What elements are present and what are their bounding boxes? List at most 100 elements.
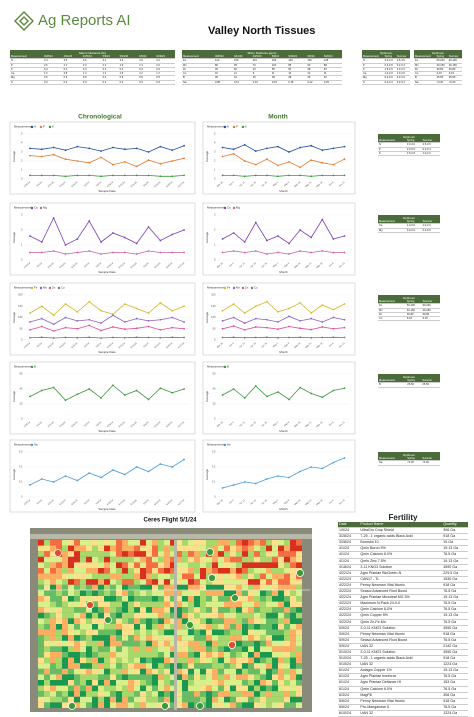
legend-title: Measurement [14,286,31,290]
map-cell [278,669,284,675]
map-cell [134,618,140,624]
map-cell [290,568,296,574]
map-cell [278,574,284,580]
map-cell [134,602,140,608]
map-cell [242,546,248,552]
map-cell [236,691,242,697]
map-cell [98,568,104,574]
map-cell [158,540,164,546]
map-cell [230,607,236,613]
data-point [53,323,55,325]
map-cell [200,691,206,697]
map-cell [50,624,56,630]
map-cell [44,551,50,557]
map-cell [236,579,242,585]
data-point [29,235,31,237]
data-point [222,487,224,489]
map-cell [188,551,194,557]
map-cell [230,540,236,546]
map-cell [290,663,296,669]
map-cell [266,630,272,636]
data-point [136,148,138,150]
map-cell [50,607,56,613]
map-cell [296,585,302,591]
map-cell [122,596,128,602]
map-cell [128,546,134,552]
map-cell [134,691,140,697]
map-cell [164,635,170,641]
map-cell [272,562,278,568]
data-point [41,390,43,392]
data-point [288,175,290,177]
map-cell [158,646,164,652]
map-cell [110,624,116,630]
map-cell [158,674,164,680]
map-cell [44,562,50,568]
y-tick-label: 0.1 [19,480,23,484]
map-cell [44,618,50,624]
map-cell [146,658,152,664]
map-cell [182,686,188,692]
map-cell [212,602,218,608]
map-cell [134,590,140,596]
map-cell [266,669,272,675]
map-cell [140,602,146,608]
cell: <0.20 [448,80,462,84]
map-cell [140,680,146,686]
y-tick-label: 200 [211,293,216,297]
map-cell [92,646,98,652]
map-cell [194,669,200,675]
map-cell [296,630,302,636]
section-title: Month [268,114,288,121]
data-point [53,330,55,332]
cell: <0.20 [406,461,421,465]
map-cell [68,585,74,591]
legend-label: Zn [52,286,56,290]
map-cell [278,635,284,641]
map-cell [128,585,134,591]
map-cell [206,691,212,697]
data-point [222,175,224,177]
map-cell [116,557,122,563]
map-cell [296,551,302,557]
legend-label: Cu [254,286,258,290]
map-cell [128,652,134,658]
data-point [321,304,323,306]
map-cell [92,562,98,568]
map-cell [296,641,302,647]
map-cell [278,691,284,697]
map-cell [134,680,140,686]
data-point [112,469,114,471]
map-cell [62,646,68,652]
map-cell [266,641,272,647]
data-point [100,337,102,339]
data-point [148,226,150,228]
map-cell [80,663,86,669]
map-cell [164,562,170,568]
map-cell [290,635,296,641]
map-cell [236,663,242,669]
map-cell [182,641,188,647]
map-cell [242,607,248,613]
map-cell [266,635,272,641]
map-cell [242,691,248,697]
map-cell [134,686,140,692]
map-cell [128,602,134,608]
map-cell [152,618,158,624]
map-cell [128,607,134,613]
map-cell [254,663,260,669]
map-marker [197,703,204,710]
map-cell [206,624,212,630]
legend-label: K [52,125,54,129]
map-cell [74,686,80,692]
map-cell [146,646,152,652]
map-cell [140,618,146,624]
map-cell [146,551,152,557]
map-cell [146,680,152,686]
map-cell [182,540,188,546]
